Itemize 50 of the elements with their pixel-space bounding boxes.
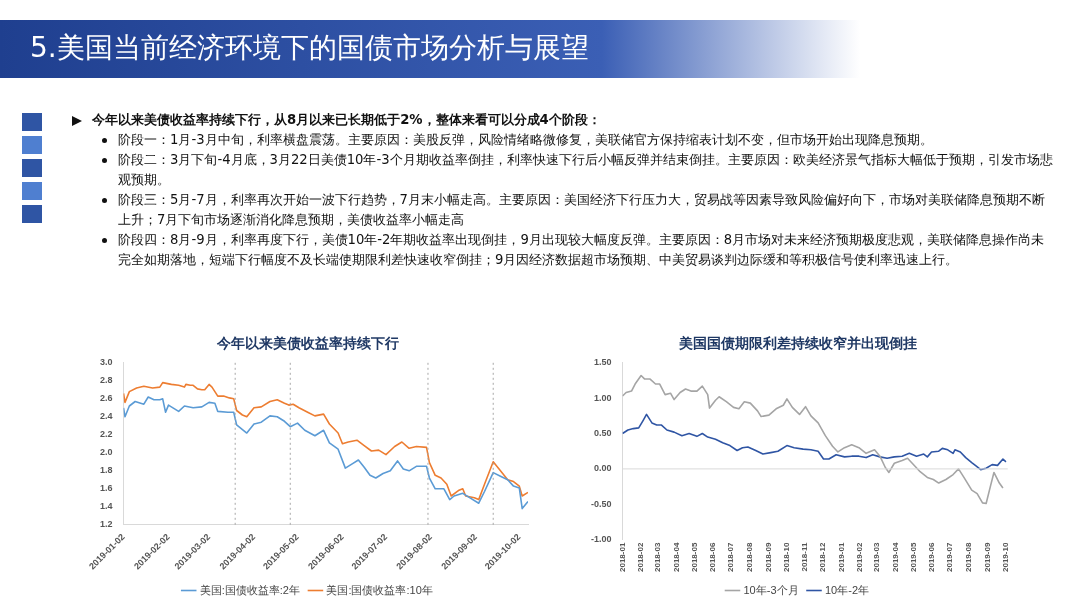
legend-label: 美国:国债收益率:10年 — [326, 583, 433, 596]
text: 阶段一：1月-3月中旬，利率横盘震荡。主要原因：美股反弹，风险情绪略微修复，美联储官方保持缩表计划不变，但市场开始出现降息预期。 — [117, 131, 934, 149]
x-tick-label: 2018-02 — [636, 542, 646, 572]
text: 阶段三：5月-7月，利率再次开始一波下行趋势，7月末小幅走高。主要原因：美国经济下行压力大，贸易战等因素导致风险偏好向下，市场对美联储降息预期不断上升；7月下旬市场逐渐消化降息预期，美债收益率小幅走高 — [117, 191, 1046, 229]
x-tick-label: 2018-01 — [617, 542, 627, 572]
legend-label: 10年-2年 — [825, 583, 870, 596]
y-tick-label: 1.2 — [100, 519, 113, 530]
y-tick-label: 0.00 — [593, 463, 612, 474]
y-tick-label: 0.50 — [593, 428, 612, 439]
x-tick-label: 2019-07 — [945, 542, 955, 572]
text: 5.美国当前经济环境下的国债市场分析与展望 — [30, 30, 589, 66]
y-tick-label: 1.50 — [593, 357, 612, 368]
y-tick-label: 1.8 — [100, 465, 113, 476]
x-tick-label: 2018-06 — [708, 542, 718, 572]
chart-title: 今年以来美债收益率持续下行 — [216, 335, 399, 352]
legend-label: 10年-3个月 — [743, 583, 799, 596]
x-tick-label: 2019-03 — [872, 542, 882, 572]
y-tick-label: 1.00 — [593, 392, 612, 403]
x-tick-label: 2018-11 — [800, 542, 810, 572]
y-tick-label: 3.0 — [100, 357, 113, 368]
x-tick-label: 2018-12 — [818, 542, 828, 572]
x-tick-label: 2019-01 — [836, 542, 846, 572]
y-tick-label: 2.6 — [100, 393, 113, 404]
y-tick-label: 2.0 — [100, 447, 113, 458]
x-tick-label: 2019-02 — [855, 542, 865, 572]
x-tick-label: 2019-09 — [982, 542, 992, 572]
x-tick-label: 2018-05 — [689, 542, 699, 572]
y-tick-label: 1.6 — [100, 483, 113, 494]
x-tick-label: 2019-08 — [963, 542, 973, 572]
text: 今年以来美债收益率持续下行，从8月以来已长期低于2%，整体来看可以分成4个阶段： — [91, 111, 602, 129]
text: 阶段二：3月下旬-4月底，3月22日美债10年-3个月期收益率倒挂，利率快速下行后小幅反弹并结束倒挂。主要原因：欧美经济景气指标大幅低于预期，引发市场悲观预期。 — [117, 151, 1054, 189]
text: 阶段四：8月-9月，利率再度下行，美债10年-2年期收益率出现倒挂，9月出现较大幅度反弹。主要原因：8月市场对未来经济预期极度悲观，美联储降息操作尚未完全如期落地，短端下行幅度不及长端使期限利差快速收窄倒挂；9月因经济数据超市场预期、中美贸易谈判边际缓和等积极信号使利率迅速上行。 — [117, 231, 1046, 269]
y-tick-label: 1.4 — [100, 501, 113, 512]
x-tick-label: 2019-10 — [1000, 542, 1010, 572]
x-tick-label: 2019-05 — [908, 542, 918, 572]
y-tick-label: -1.00 — [591, 534, 612, 545]
legend-label: 美国:国债收益率:2年 — [199, 583, 300, 596]
x-tick-label: 2018-08 — [744, 542, 754, 572]
y-tick-label: 2.8 — [100, 375, 113, 386]
x-tick-label: 2018-07 — [726, 542, 736, 572]
x-tick-label: 2019-06 — [927, 542, 937, 572]
y-tick-label: 2.4 — [100, 411, 113, 422]
x-tick-label: 2018-10 — [781, 542, 791, 572]
chart-title: 美国国债期限利差持续收窄并出现倒挂 — [678, 335, 917, 352]
x-tick-label: 2018-09 — [763, 542, 773, 572]
x-tick-label: 2018-03 — [653, 542, 663, 572]
x-tick-label: 2019-04 — [890, 542, 900, 572]
y-tick-label: 2.2 — [100, 429, 113, 440]
x-tick-label: 2018-04 — [671, 542, 681, 572]
y-tick-label: -0.50 — [591, 498, 612, 509]
